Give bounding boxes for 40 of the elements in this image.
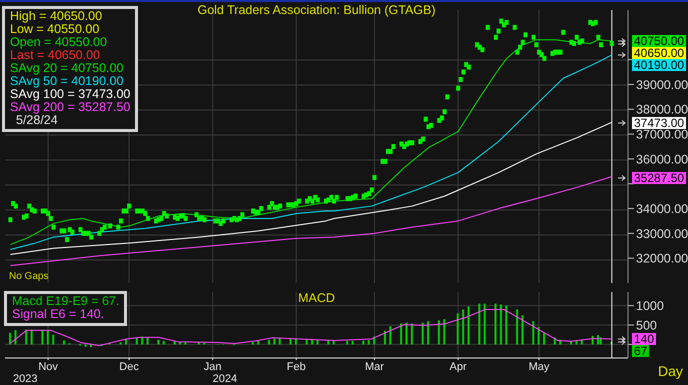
y-tick-label: 32000.00 [636,252,688,266]
y-tick-label: 1000 [636,299,664,314]
x-tick-label: Jan [204,360,222,373]
y-tick-label: 33000.00 [636,226,688,241]
annotation: 37473.00 [632,116,686,130]
x-tick-label: Apr [450,360,467,373]
chart-title: Gold Traders Association: Bullion (GTAGB) [197,3,436,17]
annotation: 40750.00 [632,34,686,48]
text: 2023 [13,373,38,385]
x-tick-label: Feb [286,360,306,373]
y-tick-label: 34000.00 [636,202,688,216]
text: 2024 [212,373,238,385]
series-label: Macd E19-E9 = 67. [12,294,120,308]
annotation: Last = 40650.00 [10,48,102,62]
annotation: Low = 40550.00 [10,22,100,36]
x-tick-label: Dec [119,360,140,373]
annotation: Open = 40550.00 [10,35,108,49]
text: SAvg 50 = 40190.00 [10,74,124,88]
annotation: 40190.00 [632,58,686,72]
x-tick-label: Mar [365,360,384,373]
annotation: 35287.50 [632,170,686,185]
annotation: 140 [632,332,656,346]
annotation: 40650.00 [632,46,686,60]
text: SAvg 100 = 37473.00 [10,87,130,101]
x-tick-label: Nov [38,360,58,373]
x-tick-label: May [528,360,550,373]
annotation: High = 40650.00 [10,9,104,23]
series-label: Signal E6 = 140. [12,307,106,321]
chart-title: MACD [298,291,335,305]
y-tick-label: 500 [636,318,657,332]
annotation: 5/28/24 [16,113,59,127]
y-tick-label: 37000.00 [636,128,688,142]
annotation: 67 [632,344,650,358]
annotation: No Gaps [9,271,48,282]
text: SAvg 200 = 35287.50 [10,100,130,114]
text: Day [658,363,683,379]
y-tick-label: 38000.00 [636,102,688,117]
y-tick-label: 36000.00 [636,152,688,166]
y-tick-label: 39000.00 [636,78,688,92]
text: SAvg 20 = 40750.00 [10,61,124,75]
